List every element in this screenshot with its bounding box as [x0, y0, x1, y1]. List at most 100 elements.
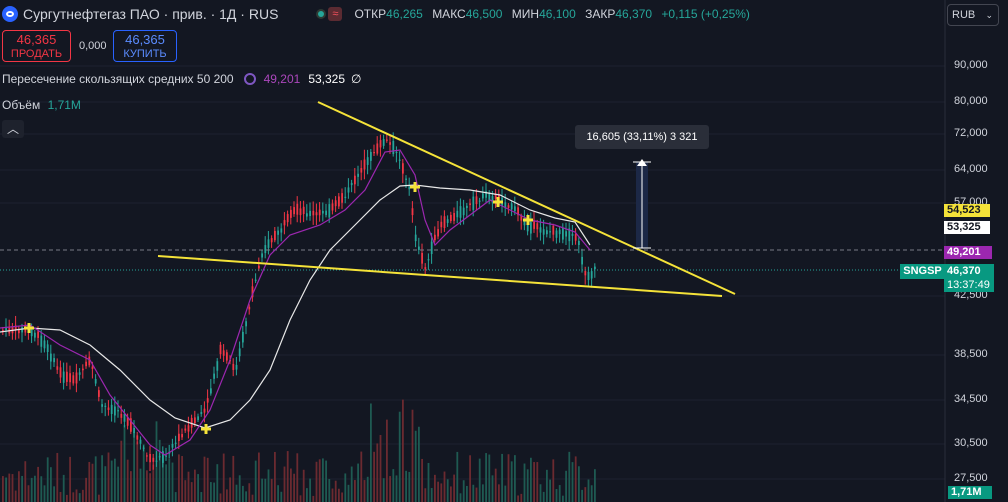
- candle: [459, 206, 462, 218]
- candle: [344, 196, 347, 198]
- volume-bar: [91, 463, 94, 502]
- volume-bar: [475, 487, 478, 502]
- volume-bar: [219, 493, 222, 502]
- volume-bar: [46, 457, 49, 502]
- price-axis-tick: 42,500: [954, 289, 988, 301]
- volume-bar: [443, 471, 446, 502]
- volume-bar: [254, 460, 257, 502]
- candle: [203, 408, 206, 413]
- candle: [187, 425, 190, 432]
- volume-bar: [421, 458, 423, 502]
- volume-bar: [584, 487, 587, 502]
- indicator-extra: ∅: [351, 72, 362, 86]
- volume-bar: [562, 495, 564, 502]
- candle: [440, 221, 443, 228]
- buy-button[interactable]: 46,365 КУПИТЬ: [113, 30, 177, 62]
- candle: [88, 356, 91, 366]
- candle: [254, 279, 257, 281]
- volume-bar: [549, 479, 551, 502]
- symbol-title[interactable]: Сургутнефтегаз ПАО · прив. · 1Д · RUS: [23, 6, 279, 22]
- last-price-value: 46,370: [947, 265, 981, 277]
- candle: [104, 405, 107, 407]
- volume-bar: [350, 466, 353, 502]
- volume-bar: [75, 489, 78, 502]
- candle: [411, 208, 414, 216]
- indicator-settings-icon[interactable]: [243, 73, 256, 85]
- volume-bar: [552, 459, 555, 502]
- volume-bar: [504, 485, 507, 502]
- volume-price-label: 1,71M: [948, 486, 992, 499]
- volume-bar: [357, 463, 359, 502]
- volume-bar: [50, 467, 52, 502]
- volume-bar: [574, 456, 577, 502]
- candle: [526, 222, 529, 232]
- candle: [360, 168, 363, 173]
- volume-bar: [555, 489, 558, 502]
- volume-bar: [280, 491, 283, 502]
- buy-label: КУПИТЬ: [123, 48, 167, 60]
- candle: [190, 417, 193, 428]
- market-status-icon[interactable]: [316, 9, 327, 19]
- volume-bar: [245, 491, 247, 502]
- indicator-legend[interactable]: Пересечение скользящих средних 50 200 49…: [2, 72, 361, 86]
- volume-bar: [462, 480, 465, 502]
- candle: [466, 205, 468, 208]
- candle: [245, 321, 247, 327]
- volume-bar: [312, 495, 315, 502]
- volume-bar: [450, 486, 452, 502]
- volume-bar: [258, 452, 260, 502]
- candle: [91, 366, 94, 370]
- candle: [565, 231, 567, 237]
- volume-bar: [146, 470, 148, 502]
- candle: [21, 327, 23, 333]
- candle: [238, 348, 241, 357]
- candle: [456, 210, 459, 218]
- candle: [386, 139, 388, 141]
- volume-bar: [408, 471, 411, 502]
- volume-bar: [158, 439, 161, 502]
- candle: [293, 207, 295, 215]
- volume-bar: [338, 488, 340, 502]
- indicator-name: Пересечение скользящих средних 50 200: [2, 72, 234, 86]
- volume-bar: [40, 476, 43, 502]
- candle: [133, 427, 135, 434]
- ma-cross-marker-icon: [523, 215, 533, 225]
- volume-bar: [290, 468, 292, 502]
- candle: [318, 209, 321, 216]
- candle: [398, 159, 401, 161]
- volume-bar: [491, 475, 494, 502]
- candle: [555, 230, 558, 238]
- candle: [155, 460, 158, 462]
- company-logo-icon: [2, 6, 18, 22]
- candle: [322, 210, 324, 214]
- candle: [590, 271, 593, 279]
- volume-bar: [190, 482, 193, 502]
- volume-legend[interactable]: Объём 1,71M: [2, 98, 81, 112]
- wave-icon[interactable]: ≈: [328, 7, 343, 21]
- candle: [110, 404, 113, 415]
- candle: [56, 366, 59, 370]
- candle: [37, 331, 39, 338]
- volume-bar: [424, 488, 427, 502]
- currency-value: RUB: [952, 9, 976, 21]
- candle: [34, 332, 36, 338]
- sell-button[interactable]: 46,365 ПРОДАТЬ: [2, 30, 71, 62]
- volume-bar: [440, 483, 443, 502]
- candle: [258, 265, 260, 269]
- currency-select[interactable]: RUB ⌄: [947, 4, 999, 26]
- candle: [533, 221, 535, 229]
- volume-bar: [229, 477, 231, 502]
- volume-bar: [270, 478, 273, 502]
- volume-bar: [571, 462, 574, 502]
- candle: [392, 140, 395, 155]
- volume-bar: [18, 471, 20, 502]
- volume-bar: [242, 485, 244, 502]
- volume-bar: [136, 441, 139, 502]
- collapse-legend-button[interactable]: ︿: [2, 120, 24, 138]
- volume-bar: [152, 464, 155, 502]
- candle: [50, 353, 52, 362]
- ma-slow-value: 53,325: [308, 72, 346, 86]
- upper-trendline[interactable]: [317, 101, 736, 295]
- lower-trendline[interactable]: [157, 255, 723, 297]
